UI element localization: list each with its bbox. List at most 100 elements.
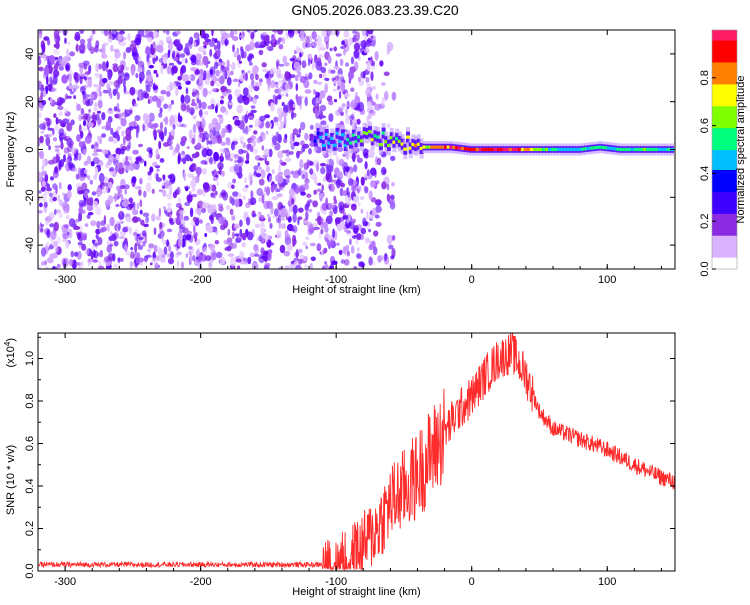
noise-speckle bbox=[185, 186, 189, 192]
ridge-core bbox=[370, 138, 375, 142]
noise-speckle bbox=[267, 249, 273, 255]
ridge-core bbox=[520, 147, 525, 152]
noise-speckle bbox=[125, 216, 132, 223]
noise-speckle bbox=[40, 186, 46, 192]
ridge-core bbox=[548, 147, 552, 152]
colorbar-label: Normalized spectral amplitude bbox=[735, 76, 747, 224]
ridge-core bbox=[322, 143, 326, 147]
noise-speckle bbox=[353, 61, 359, 71]
noise-speckle bbox=[255, 173, 262, 178]
noise-speckle bbox=[116, 185, 121, 191]
ridge-core bbox=[422, 145, 427, 149]
noise-speckle bbox=[76, 186, 83, 195]
noise-speckle bbox=[91, 30, 96, 35]
noise-speckle bbox=[121, 130, 125, 134]
noise-speckle bbox=[344, 92, 350, 98]
noise-speckle bbox=[335, 155, 339, 166]
ridge-core bbox=[466, 147, 471, 151]
colorbar-segment bbox=[712, 227, 737, 230]
noise-speckle bbox=[360, 208, 364, 214]
noise-speckle bbox=[390, 255, 395, 260]
noise-speckle bbox=[278, 164, 282, 173]
noise-speckle bbox=[260, 40, 267, 48]
noise-speckle bbox=[220, 95, 225, 99]
noise-speckle bbox=[130, 40, 136, 44]
noise-speckle bbox=[81, 243, 87, 251]
colorbar-segment bbox=[712, 213, 737, 216]
noise-speckle bbox=[178, 209, 186, 215]
noise-speckle bbox=[195, 53, 202, 61]
bottom-ytick-label: 0.0 bbox=[24, 563, 36, 578]
noise-speckle bbox=[253, 170, 257, 176]
noise-speckle bbox=[210, 212, 218, 218]
noise-speckle bbox=[327, 30, 334, 36]
noise-speckle bbox=[379, 60, 384, 67]
noise-speckle bbox=[368, 256, 373, 266]
noise-speckle bbox=[68, 84, 73, 90]
noise-speckle bbox=[252, 262, 259, 269]
bottom-xtick-label: 100 bbox=[598, 576, 616, 588]
noise-speckle bbox=[142, 212, 150, 217]
noise-speckle bbox=[167, 253, 171, 258]
noise-speckle bbox=[232, 178, 237, 184]
noise-speckle bbox=[184, 94, 191, 104]
noise-speckle bbox=[345, 166, 350, 173]
noise-speckle bbox=[256, 137, 262, 144]
noise-speckle bbox=[102, 149, 109, 155]
noise-speckle bbox=[201, 145, 205, 151]
noise-speckle bbox=[136, 202, 139, 210]
noise-speckle bbox=[177, 237, 183, 248]
noise-speckle bbox=[268, 216, 271, 223]
noise-speckle bbox=[309, 124, 314, 130]
noise-speckle bbox=[217, 134, 223, 144]
scale-close: ) bbox=[5, 338, 17, 342]
ridge-core bbox=[601, 145, 606, 150]
noise-speckle bbox=[195, 231, 198, 238]
noise-speckle bbox=[343, 48, 346, 56]
noise-speckle bbox=[371, 64, 375, 71]
noise-speckle bbox=[232, 191, 239, 197]
noise-speckle bbox=[305, 245, 308, 250]
noise-speckle bbox=[156, 168, 160, 172]
noise-speckle bbox=[271, 183, 277, 190]
noise-speckle bbox=[250, 197, 257, 205]
noise-speckle bbox=[107, 181, 113, 189]
noise-speckle bbox=[324, 77, 330, 82]
colorbar-segment bbox=[712, 125, 737, 129]
top-xtick-label: -100 bbox=[325, 274, 347, 286]
noise-speckle bbox=[336, 242, 340, 246]
noise-speckle bbox=[247, 256, 252, 265]
noise-speckle bbox=[238, 148, 244, 155]
ridge-core bbox=[598, 145, 603, 149]
noise-speckle bbox=[199, 219, 203, 224]
noise-speckle bbox=[74, 251, 79, 257]
noise-speckle bbox=[294, 170, 298, 174]
noise-speckle bbox=[248, 61, 253, 66]
noise-speckle bbox=[80, 127, 88, 131]
noise-speckle bbox=[279, 217, 286, 221]
noise-speckle bbox=[362, 39, 366, 46]
noise-speckle bbox=[93, 250, 99, 259]
colorbar-segment bbox=[712, 107, 737, 111]
noise-speckle bbox=[290, 110, 294, 120]
noise-speckle bbox=[315, 35, 322, 45]
noise-speckle bbox=[294, 30, 298, 36]
noise-speckle bbox=[311, 31, 317, 40]
noise-speckle bbox=[227, 228, 231, 236]
bottom-plot-frame bbox=[37, 332, 676, 572]
colorbar-segment bbox=[712, 207, 737, 210]
ridge-core bbox=[487, 147, 492, 152]
noise-speckle bbox=[211, 170, 214, 174]
colorbar-segment bbox=[712, 99, 737, 103]
noise-speckle bbox=[81, 260, 84, 268]
ridge-core bbox=[630, 147, 635, 152]
noise-speckle bbox=[242, 142, 247, 149]
ridge-core bbox=[572, 147, 577, 152]
noise-speckle bbox=[114, 192, 117, 203]
noise-speckle bbox=[215, 174, 219, 178]
noise-speckle bbox=[359, 196, 365, 201]
noise-speckle bbox=[87, 122, 94, 128]
ridge-core bbox=[508, 147, 513, 152]
noise-speckle bbox=[209, 131, 213, 139]
noise-speckle bbox=[334, 217, 341, 225]
